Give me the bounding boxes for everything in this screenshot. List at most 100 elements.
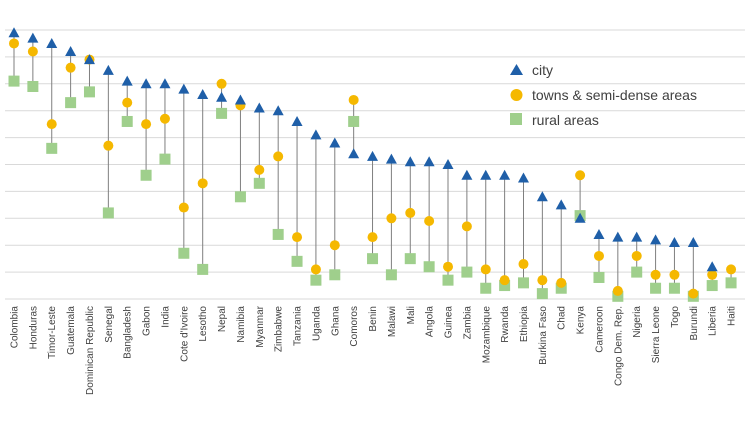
rural-marker [706, 280, 718, 292]
rural-marker [423, 261, 435, 273]
city-marker [367, 150, 379, 161]
rural-marker [631, 266, 643, 278]
legend-triangle-marker [510, 64, 523, 75]
legend-label-rural: rural areas [532, 112, 599, 128]
x-tick-label: Liberia [708, 306, 719, 336]
towns-marker [612, 285, 623, 296]
x-tick-label: Ghana [330, 306, 341, 336]
city-marker [348, 148, 360, 159]
towns-marker [726, 264, 737, 275]
legend-square-marker [510, 113, 522, 125]
rural-marker [593, 271, 605, 283]
city-marker [27, 32, 39, 43]
rural-marker [461, 266, 473, 278]
towns-marker [650, 269, 661, 280]
city-marker [706, 261, 718, 272]
rural-marker [310, 274, 322, 286]
towns-marker [499, 275, 510, 286]
rural-marker [480, 282, 492, 294]
city-marker [555, 199, 567, 210]
city-marker [650, 234, 662, 245]
x-tick-label: Nepal [217, 306, 228, 332]
x-tick-label: Myanmar [255, 305, 266, 347]
data-markers [8, 27, 737, 302]
x-tick-label: Bangladesh [123, 306, 134, 359]
rural-marker [8, 75, 20, 87]
city-marker [329, 137, 341, 148]
towns-marker [688, 288, 699, 299]
city-marker [234, 94, 246, 105]
towns-marker [424, 215, 435, 226]
x-tick-label: Dominican Republic [85, 306, 96, 395]
towns-marker [443, 261, 454, 272]
city-marker [499, 169, 511, 180]
towns-marker [178, 202, 189, 213]
legend-circle-marker [510, 89, 523, 101]
rural-marker [650, 282, 662, 294]
legend: city towns & semi-dense areas rural area… [510, 62, 697, 128]
x-tick-label: Rwanda [500, 306, 511, 343]
x-tick-label: Comoros [349, 306, 360, 347]
rural-marker [442, 274, 454, 286]
towns-marker [27, 46, 38, 57]
x-tick-label: Timor-Leste [47, 306, 58, 359]
x-tick-label: Benin [368, 306, 379, 332]
city-marker [593, 228, 605, 239]
x-tick-label: Honduras [28, 306, 39, 349]
x-tick-label: Tanzania [293, 306, 304, 346]
towns-marker [707, 269, 718, 280]
x-tick-label: Cameroon [594, 306, 605, 353]
city-marker [631, 231, 643, 242]
towns-marker [593, 250, 604, 261]
x-axis-labels: Colombia Honduras Timor-Leste Guatemala Domi… [10, 305, 738, 395]
city-marker [216, 91, 228, 102]
x-tick-label: Mali [406, 306, 417, 324]
rural-marker [725, 277, 737, 289]
rural-marker [234, 191, 246, 203]
x-tick-label: Burundi [689, 306, 700, 340]
x-tick-label: Gabon [142, 306, 153, 336]
x-tick-label: Guatemala [66, 306, 77, 355]
x-tick-label: Sierra Leone [651, 306, 662, 364]
city-marker [536, 191, 548, 202]
rural-marker [216, 107, 228, 119]
rural-marker [272, 228, 284, 240]
legend-label-towns: towns & semi-dense areas [532, 87, 697, 103]
towns-marker [103, 140, 114, 151]
rural-marker [178, 247, 190, 259]
city-marker [197, 89, 209, 100]
city-marker [668, 237, 680, 248]
towns-marker [669, 269, 680, 280]
towns-marker [197, 178, 208, 189]
city-marker [612, 231, 624, 242]
x-tick-label: Lesotho [198, 306, 209, 342]
x-tick-label: Uganda [311, 306, 322, 341]
towns-marker [367, 232, 378, 243]
rural-marker [27, 80, 39, 92]
x-tick-label: Colombia [10, 306, 21, 349]
city-marker [46, 37, 58, 48]
gridlines [5, 29, 745, 300]
x-tick-label: India [160, 306, 171, 328]
city-marker [461, 169, 473, 180]
towns-marker [254, 164, 265, 175]
rural-marker [197, 263, 209, 275]
city-marker [178, 83, 190, 94]
towns-marker [386, 213, 397, 224]
x-tick-label: Kenya [576, 306, 587, 335]
towns-marker [9, 38, 19, 49]
towns-marker [46, 119, 57, 130]
x-tick-label: Congo Dem. Rep. [613, 306, 624, 386]
city-marker [423, 156, 435, 167]
towns-marker [329, 240, 340, 251]
towns-marker [405, 207, 416, 218]
towns-marker [122, 97, 133, 108]
city-marker [159, 78, 171, 89]
city-marker [102, 64, 114, 75]
rural-marker [83, 86, 95, 98]
towns-marker [537, 275, 548, 286]
city-marker [442, 159, 454, 169]
towns-marker [292, 232, 303, 243]
city-marker [140, 78, 152, 89]
rural-marker [536, 288, 548, 300]
